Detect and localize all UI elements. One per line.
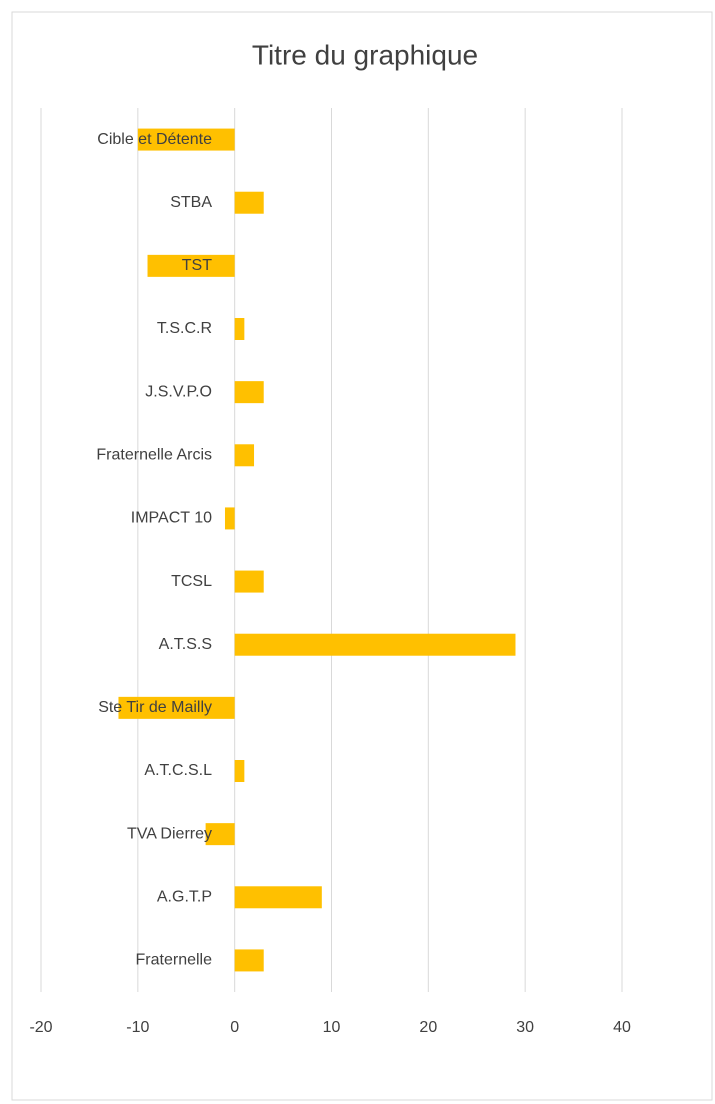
x-tick-label: 30	[516, 1019, 534, 1036]
y-tick-label: A.G.T.P	[157, 889, 212, 906]
y-tick-label: Cible et Détente	[97, 131, 212, 148]
y-tick-label: TST	[182, 257, 212, 274]
y-tick-label: A.T.C.S.L	[144, 762, 212, 779]
y-tick-label: Fraternelle Arcis	[96, 447, 212, 464]
bar	[137, 128, 235, 151]
bar	[234, 633, 516, 656]
bar	[118, 696, 235, 719]
y-tick-label: T.S.C.R	[157, 320, 212, 337]
bar	[234, 318, 245, 340]
y-tick-label: Ste Tir de Mailly	[98, 699, 212, 716]
bar	[234, 886, 322, 909]
y-tick-label: J.S.V.P.O	[145, 383, 212, 400]
bar	[224, 507, 235, 530]
bar	[234, 570, 264, 593]
x-tick-label: -10	[126, 1019, 149, 1036]
x-tick-label: -20	[29, 1019, 52, 1036]
bar	[234, 949, 264, 972]
y-tick-label: TCSL	[171, 573, 212, 590]
chart-frame	[11, 11, 713, 1101]
y-tick-label: Fraternelle	[136, 952, 213, 969]
bar	[234, 760, 245, 782]
x-tick-label: 20	[419, 1019, 437, 1036]
bar	[205, 823, 235, 846]
chart-title: Titre du graphique	[252, 39, 478, 70]
bar	[234, 444, 255, 467]
y-tick-label: STBA	[170, 194, 212, 211]
y-tick-label: A.T.S.S	[159, 636, 212, 653]
x-tick-label: 40	[613, 1019, 631, 1036]
y-tick-label: TVA Dierrey	[127, 825, 212, 842]
bar	[234, 191, 264, 214]
x-tick-label: 10	[323, 1019, 341, 1036]
bar	[147, 254, 235, 277]
y-tick-label: IMPACT 10	[131, 510, 212, 527]
bar	[234, 381, 264, 404]
x-tick-label: 0	[230, 1019, 239, 1036]
